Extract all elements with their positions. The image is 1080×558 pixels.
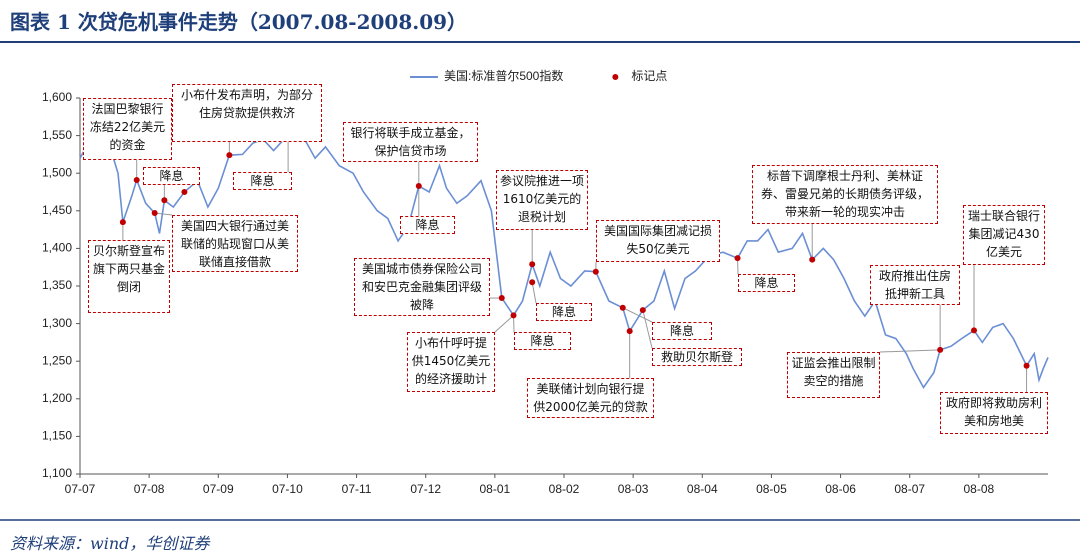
annotation: 瑞士联合银行集团减记430亿美元 [963, 205, 1045, 265]
annotation: 降息50BP [143, 167, 200, 185]
y-tick-label: 1,400 [42, 241, 72, 255]
x-tick-label: 07-09 [203, 482, 234, 496]
marker-point [734, 255, 741, 262]
annotation: 降息25BP [738, 274, 795, 292]
marker-point [592, 268, 599, 275]
x-tick-label: 08-02 [549, 482, 580, 496]
annotation: 标普下调摩根士丹利、美林证券、雷曼兄弟的长期债务评级，带来新一轮的现实冲击 [752, 165, 938, 224]
annotation: 小布什发布声明，为部分住房贷款提供救济 [172, 84, 322, 142]
annotation: 贝尔斯登宣布旗下两只基金倒闭 [88, 240, 170, 313]
annotation: 银行将联手成立基金，保护信贷市场 [343, 122, 478, 162]
leader-line [494, 314, 514, 333]
marker-point [639, 307, 646, 314]
marker-point [498, 295, 505, 302]
y-tick-label: 1,250 [42, 353, 72, 367]
x-tick-label: 08-08 [964, 482, 995, 496]
annotation: 政府即将救助房利美和房地美 [940, 392, 1048, 434]
leader-line [642, 309, 653, 349]
chart-title: 图表 1 次贷危机事件走势（2007.08-2008.09） [10, 10, 468, 34]
annotation: 降息25BP [233, 172, 292, 190]
y-tick-label: 1,150 [42, 429, 72, 443]
annotation: 证监会推出限制卖空的措施 [787, 352, 880, 398]
annotation: 参议院推进一项1610亿美元的退税计划 [496, 170, 588, 230]
marker-point [133, 176, 140, 183]
y-tick-label: 1,500 [42, 165, 72, 179]
marker-point [937, 346, 944, 353]
y-tick-label: 1,100 [42, 466, 72, 480]
annotation: 法国巴黎银行冻结22亿美元的资金 [83, 98, 172, 160]
marker-point [181, 189, 188, 195]
marker-point [626, 328, 633, 335]
annotation: 降息75BP [514, 332, 571, 350]
legend-label: 美国:标准普尔500指数 [444, 68, 563, 83]
marker-point [415, 182, 422, 189]
marker-point [161, 197, 168, 204]
leader-line [531, 282, 537, 304]
annotation: 政府推出住房抵押新工具 [870, 265, 960, 305]
annotation: 小布什呼吁提供1450亿美元的经济援助计划 [407, 332, 495, 392]
legend-swatch [612, 74, 619, 80]
x-tick-label: 07-08 [134, 482, 165, 496]
annotation: 美国城市债券保险公司和安巴克金融集团评级被降 [354, 258, 490, 316]
x-tick-label: 07-11 [342, 482, 372, 496]
x-tick-label: 08-03 [618, 482, 649, 496]
annotation: 降息25BP [400, 216, 455, 234]
series-line [79, 122, 1049, 390]
marker-point [809, 256, 816, 263]
x-tick-label: 08-07 [894, 482, 925, 496]
annotation: 美联储计划向银行提供2000亿美元的贷款 [527, 378, 654, 418]
y-tick-label: 1,450 [42, 203, 72, 217]
x-tick-label: 07-10 [272, 482, 303, 496]
x-tick-label: 08-06 [825, 482, 856, 496]
x-tick-label: 08-04 [687, 482, 718, 496]
annotation: 降息50BP [536, 303, 592, 321]
marker-point [619, 304, 626, 311]
x-tick-label: 08-01 [480, 482, 511, 496]
leader-line [879, 349, 941, 353]
marker-point [119, 219, 126, 226]
marker-point [529, 261, 536, 268]
annotation: 降息75BP [652, 322, 712, 340]
annotation: 美国四大银行通过美联储的贴现窗口从美联储直接借款 [172, 215, 298, 272]
annotation: 美国国际集团减记损失50亿美元 [596, 220, 720, 262]
leader-line [622, 307, 653, 323]
y-tick-label: 1,600 [42, 90, 72, 104]
legend-label: 标记点 [631, 69, 667, 83]
marker-point [529, 279, 536, 286]
marker-point [510, 312, 517, 319]
annotation: 救助贝尔斯登 [652, 348, 742, 366]
y-tick-label: 1,200 [42, 391, 72, 405]
marker-point [971, 327, 978, 334]
marker-point [226, 152, 233, 159]
y-tick-label: 1,550 [42, 128, 72, 142]
source-note: 资料来源：wind，华创证券 [10, 534, 210, 553]
x-tick-label: 07-07 [65, 482, 96, 496]
y-tick-label: 1,300 [42, 316, 72, 330]
x-tick-label: 07-12 [410, 482, 441, 496]
y-tick-label: 1,350 [42, 278, 72, 292]
marker-point [1023, 362, 1030, 369]
marker-point [151, 210, 158, 217]
x-tick-label: 08-05 [756, 482, 787, 496]
